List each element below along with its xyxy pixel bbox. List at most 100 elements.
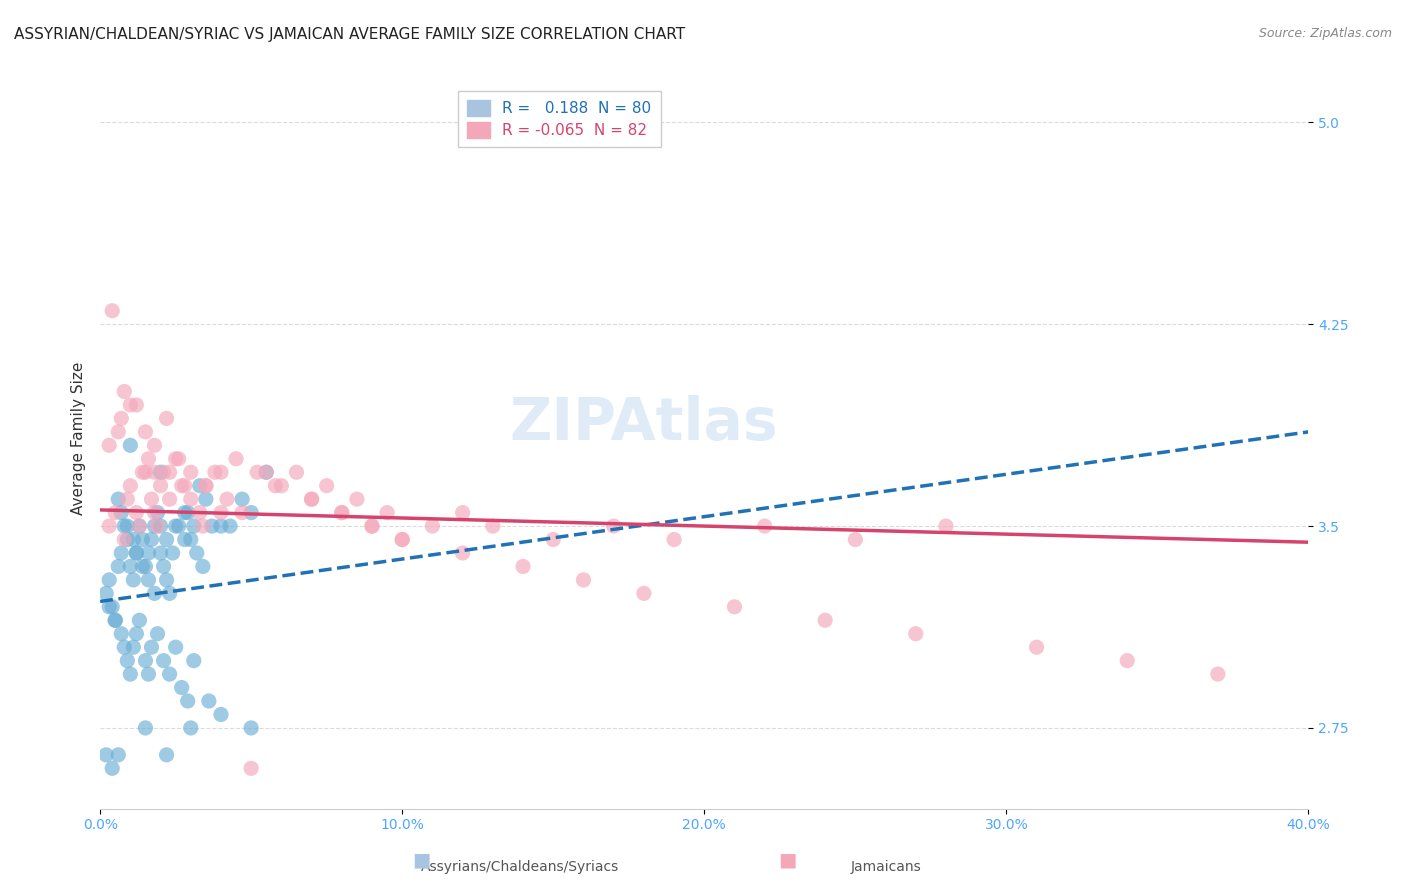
Point [149,479,172,493]
Point [138,667,160,681]
Point [180,492,202,507]
Point [240,721,263,735]
Point [240,761,263,775]
Point [270,479,292,493]
Point [155,411,177,425]
Point [482,519,505,533]
Point [146,519,169,533]
Point [104,613,127,627]
Point [104,613,127,627]
Point [141,492,163,507]
Point [134,425,156,439]
Point [120,398,142,412]
Point [110,546,132,560]
Point [254,465,277,479]
Point [170,681,193,695]
Point [346,492,368,507]
Point [101,303,124,318]
Point [361,519,384,533]
Point [904,626,927,640]
Point [602,519,624,533]
Point [209,707,232,722]
Point [128,519,150,533]
Point [122,573,145,587]
Point [219,519,242,533]
Legend: R =   0.188  N = 80, R = -0.065  N = 82: R = 0.188 N = 80, R = -0.065 N = 82 [458,91,661,147]
Point [572,573,595,587]
Point [143,465,166,479]
Point [149,546,172,560]
Point [152,654,174,668]
Point [162,546,184,560]
Point [180,465,202,479]
Point [125,398,148,412]
Point [754,519,776,533]
Point [138,546,160,560]
Point [125,546,148,560]
Point [186,546,208,560]
Point [159,586,181,600]
Text: Jamaicans: Jamaicans [851,860,921,874]
Text: ASSYRIAN/CHALDEAN/SYRIAC VS JAMAICAN AVERAGE FAMILY SIZE CORRELATION CHART: ASSYRIAN/CHALDEAN/SYRIAC VS JAMAICAN AVE… [14,27,685,42]
Point [662,533,685,547]
Point [173,506,195,520]
Point [152,465,174,479]
Point [194,479,217,493]
Point [125,506,148,520]
Point [191,559,214,574]
Point [96,747,118,762]
Point [254,465,277,479]
Point [98,573,121,587]
Point [231,492,253,507]
Point [125,546,148,560]
Point [301,492,323,507]
Point [122,640,145,655]
Point [231,506,253,520]
Point [134,559,156,574]
Point [120,479,142,493]
Point [134,465,156,479]
Point [110,626,132,640]
Point [183,654,205,668]
Point [191,519,214,533]
Point [96,586,118,600]
Point [165,640,187,655]
Text: ZIPAtlas: ZIPAtlas [509,395,778,452]
Point [122,533,145,547]
Point [209,465,232,479]
Point [112,384,135,399]
Point [375,506,398,520]
Point [149,519,172,533]
Point [101,761,124,775]
Point [167,519,190,533]
Point [107,492,129,507]
Point [117,519,139,533]
Point [165,451,187,466]
Point [120,667,142,681]
Point [117,533,139,547]
Point [112,519,135,533]
Point [451,546,474,560]
Point [141,640,163,655]
Point [101,599,124,614]
Point [159,667,181,681]
Point [120,559,142,574]
Point [165,519,187,533]
Point [143,506,166,520]
Point [723,599,745,614]
Point [128,613,150,627]
Point [240,506,263,520]
Point [1116,654,1139,668]
Point [155,533,177,547]
Point [391,533,413,547]
Point [112,640,135,655]
Point [844,533,866,547]
Text: Assyrians/Chaldeans/Syriacs: Assyrians/Chaldeans/Syriacs [420,860,620,874]
Point [138,573,160,587]
Point [814,613,837,627]
Point [391,533,413,547]
Point [285,465,308,479]
Point [107,425,129,439]
Point [177,694,200,708]
Point [143,438,166,452]
